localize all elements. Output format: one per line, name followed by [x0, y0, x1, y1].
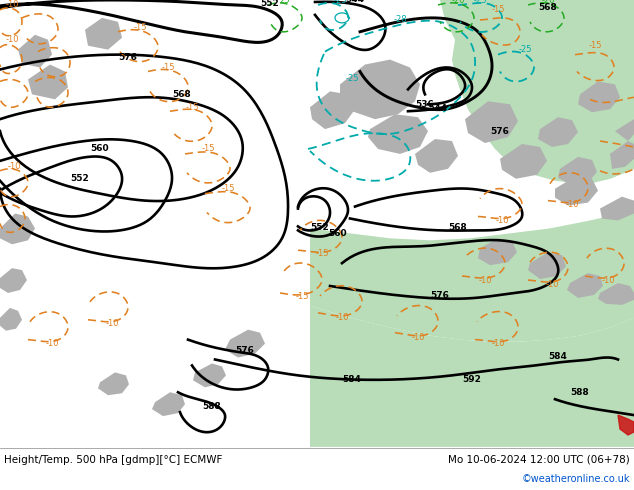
Text: 560: 560: [91, 144, 109, 153]
Text: -25: -25: [518, 45, 532, 54]
Text: -15: -15: [491, 5, 505, 14]
Text: -15: -15: [221, 184, 235, 193]
Text: -15: -15: [185, 103, 198, 112]
Text: 592: 592: [463, 375, 481, 384]
Text: -10: -10: [5, 0, 19, 9]
Text: 584: 584: [342, 375, 361, 384]
Text: -10: -10: [5, 35, 19, 44]
Polygon shape: [598, 283, 634, 305]
Text: -10: -10: [495, 216, 508, 225]
Polygon shape: [340, 60, 420, 119]
Text: -25: -25: [333, 0, 347, 5]
Text: -10: -10: [45, 339, 59, 348]
Polygon shape: [0, 214, 35, 245]
Text: -15: -15: [201, 145, 215, 153]
Polygon shape: [85, 18, 122, 49]
Polygon shape: [0, 308, 22, 331]
Polygon shape: [310, 211, 634, 342]
Text: 25: 25: [280, 0, 290, 5]
Text: -20: -20: [541, 0, 555, 5]
Polygon shape: [538, 117, 578, 147]
Polygon shape: [580, 0, 634, 184]
Text: 544: 544: [429, 104, 448, 113]
Text: Mo 10-06-2024 12:00 UTC (06+78): Mo 10-06-2024 12:00 UTC (06+78): [448, 455, 630, 465]
Polygon shape: [600, 196, 634, 220]
Text: 576: 576: [430, 291, 450, 300]
Text: -25: -25: [473, 0, 487, 5]
Polygon shape: [18, 35, 52, 68]
Text: -15: -15: [295, 293, 309, 301]
Polygon shape: [578, 81, 620, 112]
Polygon shape: [558, 0, 634, 65]
Text: -15: -15: [161, 63, 175, 72]
Polygon shape: [528, 252, 566, 279]
Polygon shape: [98, 372, 129, 395]
Polygon shape: [430, 0, 634, 184]
Polygon shape: [28, 65, 68, 99]
Text: 568: 568: [449, 223, 467, 232]
Polygon shape: [555, 177, 598, 206]
Polygon shape: [567, 273, 603, 298]
Text: 576: 576: [119, 52, 138, 62]
Text: 568: 568: [539, 3, 557, 12]
Text: -10: -10: [566, 200, 579, 209]
Text: ©weatheronline.co.uk: ©weatheronline.co.uk: [522, 474, 630, 484]
Text: -20: -20: [451, 0, 465, 5]
Text: 588: 588: [203, 402, 221, 411]
Text: 560: 560: [328, 229, 347, 238]
Text: -15: -15: [133, 24, 146, 32]
Polygon shape: [558, 157, 597, 186]
Text: 552: 552: [261, 0, 280, 8]
Polygon shape: [465, 101, 518, 143]
Text: 552: 552: [311, 223, 330, 232]
Text: -10: -10: [411, 333, 425, 342]
Polygon shape: [615, 119, 634, 141]
Polygon shape: [478, 238, 517, 265]
Text: 552: 552: [70, 174, 89, 183]
Polygon shape: [618, 415, 634, 435]
Text: 536: 536: [416, 100, 434, 109]
Text: 568: 568: [172, 90, 191, 99]
Text: 576: 576: [491, 127, 510, 136]
Polygon shape: [225, 330, 265, 358]
Text: -25: -25: [346, 74, 359, 83]
Text: -10: -10: [105, 319, 119, 328]
Polygon shape: [310, 91, 355, 129]
Text: -10: -10: [601, 275, 615, 285]
Text: -10: -10: [335, 313, 349, 322]
Polygon shape: [500, 144, 547, 179]
Polygon shape: [610, 141, 634, 169]
Text: 576: 576: [236, 345, 254, 355]
Polygon shape: [193, 364, 226, 387]
Text: -15: -15: [588, 41, 602, 49]
Polygon shape: [152, 392, 185, 416]
Text: 584: 584: [548, 352, 567, 362]
Text: -10: -10: [478, 275, 492, 285]
Text: Height/Temp. 500 hPa [gdmp][°C] ECMWF: Height/Temp. 500 hPa [gdmp][°C] ECMWF: [4, 455, 223, 465]
Text: -10: -10: [491, 339, 505, 348]
Text: -10: -10: [545, 279, 559, 289]
Text: -15: -15: [315, 249, 329, 258]
Text: 588: 588: [571, 388, 590, 397]
Text: -28: -28: [393, 15, 407, 24]
Text: -10: -10: [7, 162, 21, 171]
Polygon shape: [0, 268, 27, 293]
Polygon shape: [368, 114, 428, 154]
Polygon shape: [310, 306, 634, 447]
Polygon shape: [415, 139, 458, 173]
Text: 544: 544: [346, 0, 365, 4]
